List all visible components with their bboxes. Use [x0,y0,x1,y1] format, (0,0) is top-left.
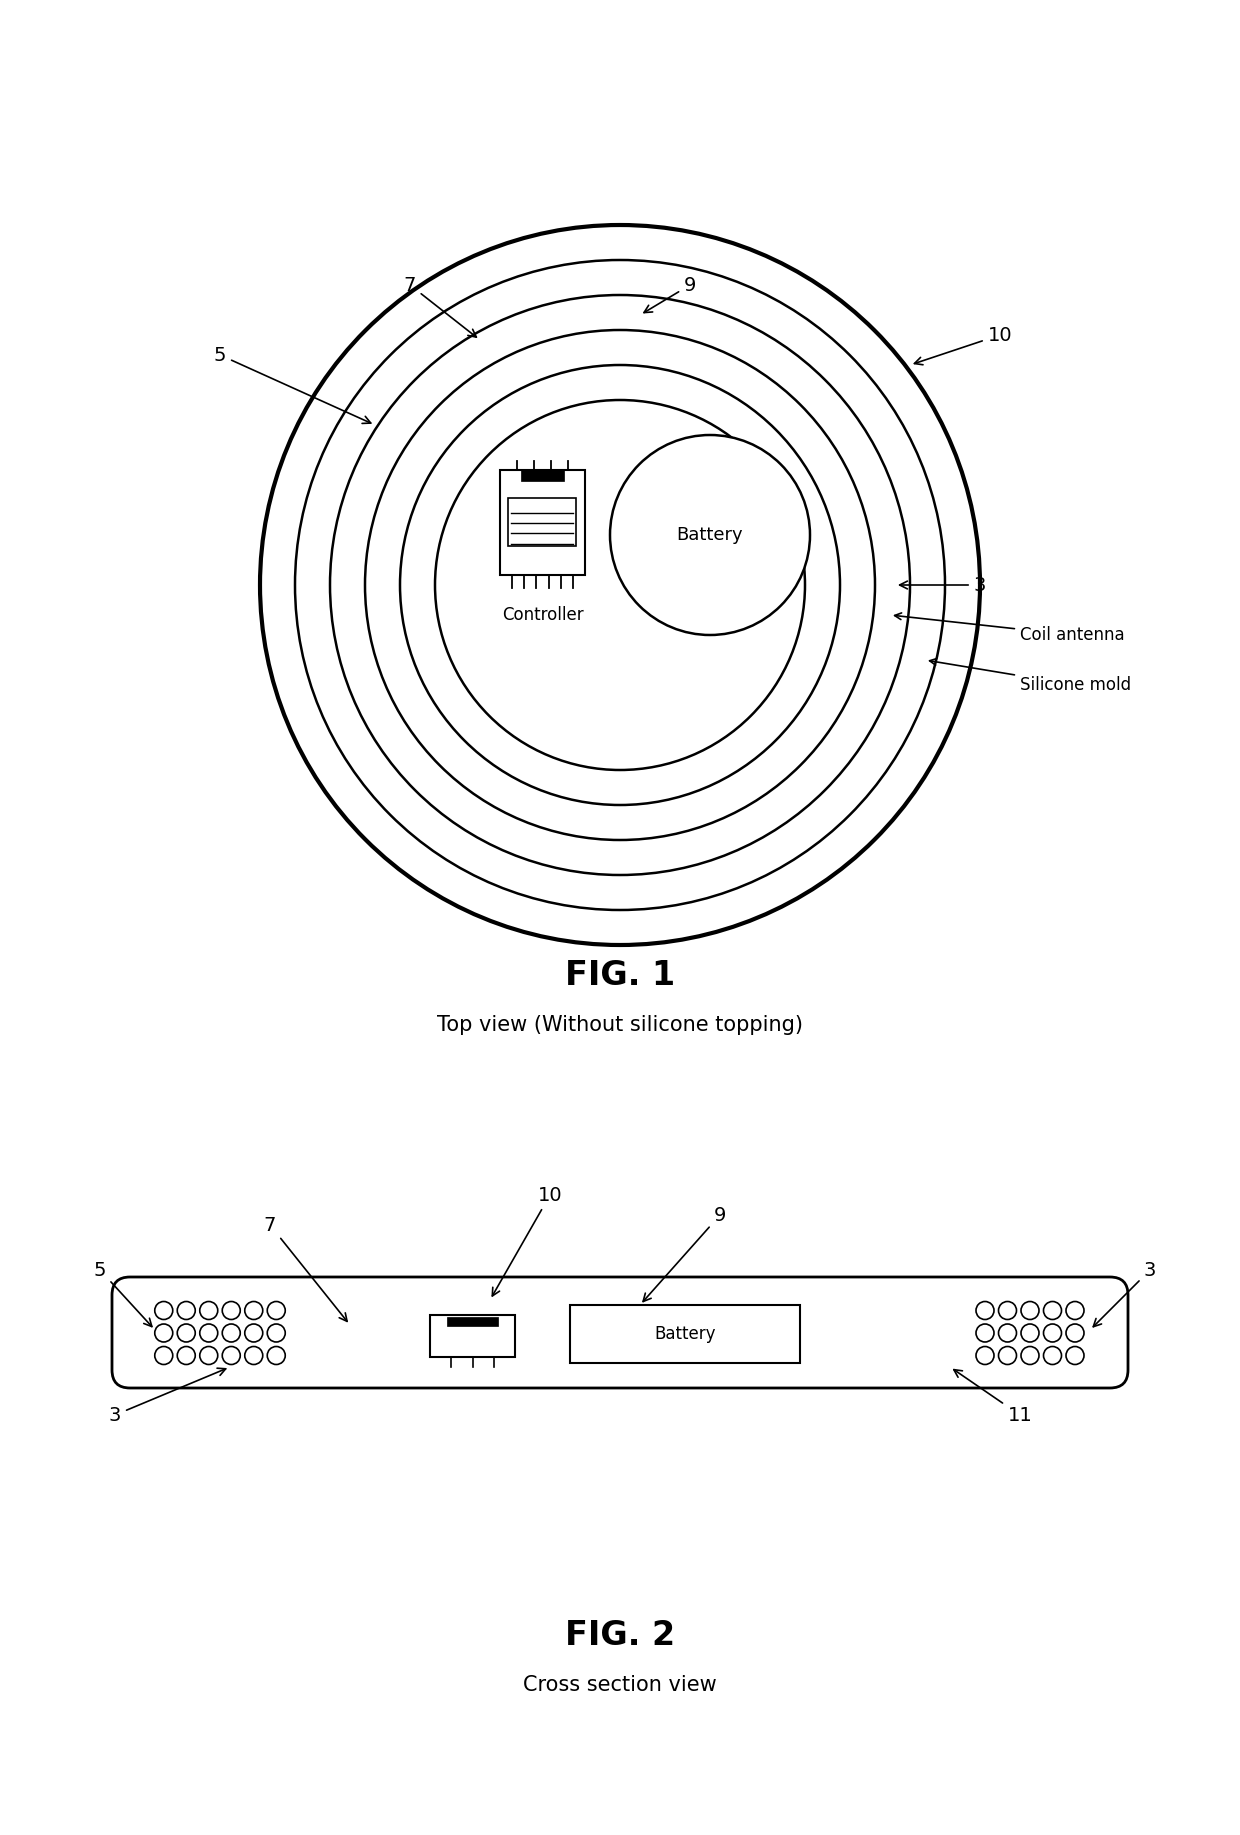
Text: FIG. 1: FIG. 1 [565,958,675,991]
Text: Cross section view: Cross section view [523,1675,717,1696]
Text: 7: 7 [404,275,476,338]
Text: 10: 10 [914,325,1012,365]
Text: 9: 9 [644,275,696,312]
Text: 3: 3 [109,1369,226,1424]
Text: 9: 9 [644,1206,727,1301]
Text: 5: 5 [213,345,371,424]
Text: 10: 10 [492,1185,562,1296]
Circle shape [610,435,810,635]
Text: 3: 3 [900,576,986,595]
Bar [570,1305,800,1363]
Text: 5: 5 [94,1261,151,1327]
Text: Battery: Battery [655,1325,715,1343]
Bar [508,499,577,545]
Text: Controller: Controller [502,606,583,624]
Bar [500,470,585,574]
Text: Battery: Battery [677,527,743,543]
Text: Top view (Without silicone topping): Top view (Without silicone topping) [436,1015,804,1035]
Text: Silicone mold: Silicone mold [930,659,1131,694]
FancyBboxPatch shape [112,1277,1128,1387]
Text: 7: 7 [264,1215,347,1321]
Text: Coil antenna: Coil antenna [894,613,1125,644]
Bar [446,1318,498,1325]
Text: 3: 3 [1094,1261,1156,1327]
Text: 11: 11 [954,1369,1033,1424]
Bar [521,470,564,481]
Bar [430,1316,515,1358]
Text: FIG. 2: FIG. 2 [565,1618,675,1652]
